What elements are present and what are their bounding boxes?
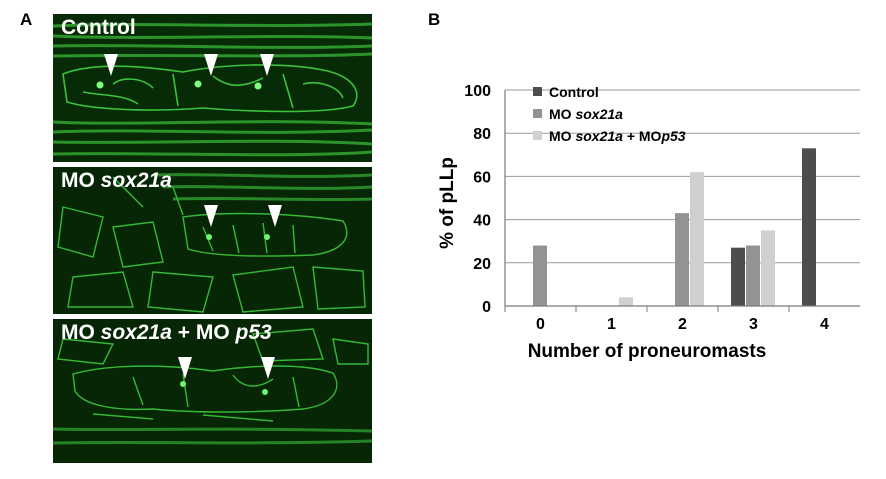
legend-swatch-1 xyxy=(533,109,542,118)
y-tick-label: 60 xyxy=(473,169,491,186)
x-tick-labels: 0 1 2 3 4 xyxy=(536,316,829,333)
chart-bars xyxy=(533,148,816,306)
micrograph-mo-sox21a-p53: MO sox21a + MO p53 xyxy=(53,319,372,463)
legend-swatch-0 xyxy=(533,87,542,96)
chart-axes xyxy=(504,90,860,312)
x-axis-label: Number of proneuromasts xyxy=(528,341,767,362)
x-tick-label: 1 xyxy=(607,316,616,333)
arrowhead-marker xyxy=(104,54,118,76)
legend-swatch-2 xyxy=(533,131,542,140)
x-tick-label: 2 xyxy=(678,316,687,333)
bar-2-series-2 xyxy=(690,172,704,306)
y-tick-label: 40 xyxy=(473,213,491,230)
micrograph-mo-sox21a-p53-label: MO sox21a + MO p53 xyxy=(61,321,272,344)
x-tick-label: 3 xyxy=(749,316,758,333)
y-axis-label: % of pLLp xyxy=(437,157,458,249)
legend-label-0: Control xyxy=(549,84,599,100)
bar-1-series-2 xyxy=(619,297,633,306)
chart-legend: Control MO sox21a MO sox21a + MOp53 xyxy=(533,84,686,144)
arrowhead-marker xyxy=(204,205,218,227)
arrowhead-marker xyxy=(260,54,274,76)
arrowhead-marker xyxy=(178,357,192,379)
arrowhead-marker xyxy=(261,357,275,379)
x-tick-label: 4 xyxy=(820,316,829,333)
legend-label-1: MO sox21a xyxy=(549,106,623,122)
micrograph-mo-sox21a: MO sox21a xyxy=(53,167,372,314)
bar-3-series-1 xyxy=(746,245,760,306)
panel-b-letter: B xyxy=(428,10,441,29)
micrograph-control-label: Control xyxy=(61,16,136,39)
panel-a-letter: A xyxy=(20,10,33,29)
bar-3-series-2 xyxy=(761,230,775,306)
bar-2-series-1 xyxy=(675,213,689,306)
micrograph-control-image xyxy=(53,14,372,162)
x-tick-label: 0 xyxy=(536,316,545,333)
bar-0-series-1 xyxy=(533,245,547,306)
micrograph-mo-sox21a-image xyxy=(53,167,372,314)
y-tick-label: 0 xyxy=(482,299,491,316)
micrograph-mo-sox21a-p53-image xyxy=(53,319,372,463)
y-tick-label: 80 xyxy=(473,126,491,143)
arrowhead-marker xyxy=(204,54,218,76)
legend-label-2: MO sox21a + MOp53 xyxy=(549,128,686,144)
bar-3-series-0 xyxy=(731,247,745,306)
bar-chart: 0 20 40 60 80 100 0 1 2 3 4 Number of proneuromas… xyxy=(437,83,860,362)
bar-4-series-0 xyxy=(802,148,816,306)
micrograph-mo-sox21a-label: MO sox21a xyxy=(61,169,172,192)
y-tick-label: 20 xyxy=(473,256,491,273)
y-tick-labels: 0 20 40 60 80 100 xyxy=(464,83,491,316)
micrograph-control: Control xyxy=(53,14,372,162)
arrowhead-marker xyxy=(268,205,282,227)
y-tick-label: 100 xyxy=(464,83,491,100)
